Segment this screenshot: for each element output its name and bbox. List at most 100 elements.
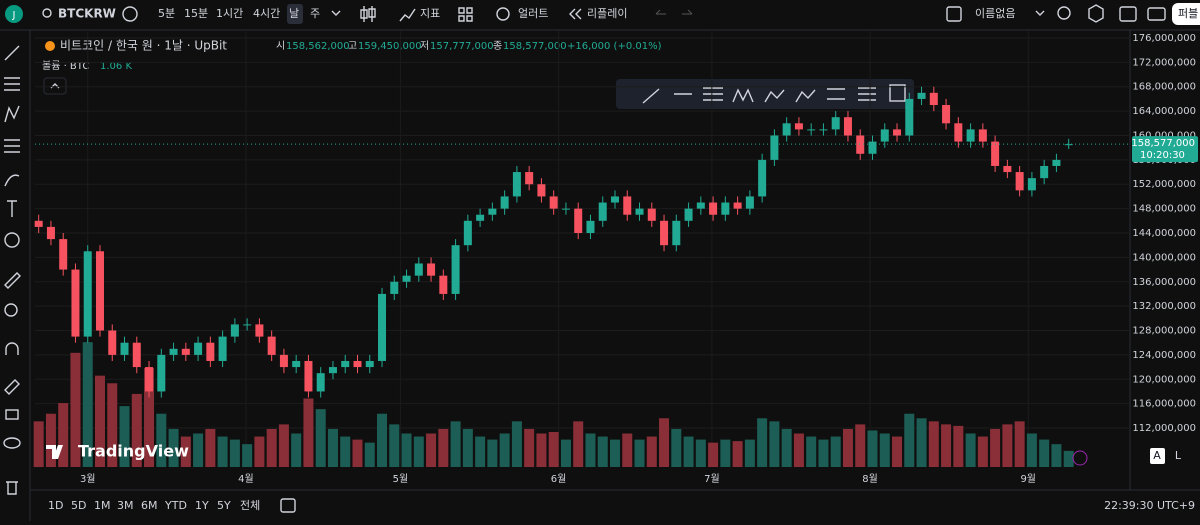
y-tick-label: 132,000,000 <box>1132 301 1196 312</box>
range[interactable]: YTD <box>164 499 187 512</box>
search-icon[interactable] <box>42 8 52 18</box>
layout-name[interactable]: 이름없음 <box>975 7 1015 20</box>
volume-bar <box>634 439 645 467</box>
range[interactable]: 6M <box>141 499 158 512</box>
alert[interactable]: 얼러트 <box>518 6 548 20</box>
zoom-tool[interactable] <box>4 303 18 317</box>
x-tick-label: 3월 <box>80 473 96 485</box>
lightning-button[interactable] <box>1072 450 1088 466</box>
interval[interactable]: 1시간 <box>216 7 243 20</box>
tool[interactable] <box>858 87 876 101</box>
watermark-logo <box>46 445 63 459</box>
change: +16,000 (+0.01%) <box>567 41 662 52</box>
candle-body <box>365 360 374 368</box>
auto-scale-button[interactable] <box>1150 448 1165 464</box>
candle-body <box>893 129 902 136</box>
range[interactable]: 1D <box>48 499 63 512</box>
volume-bar <box>818 439 829 467</box>
volume-bar <box>156 413 167 467</box>
candle-body <box>684 208 693 221</box>
magnet-tool[interactable] <box>5 342 19 355</box>
quick-search[interactable] <box>1057 6 1071 20</box>
fullscreen[interactable] <box>1119 6 1137 22</box>
volume-bar <box>303 398 314 467</box>
floating-tools[interactable] <box>642 84 906 104</box>
candle-body <box>169 348 178 355</box>
range[interactable]: 5Y <box>217 499 231 512</box>
text-tool[interactable] <box>7 200 17 217</box>
candle-body <box>868 141 877 154</box>
interval[interactable]: 날 <box>289 7 299 20</box>
candle-body <box>120 342 129 355</box>
tool[interactable] <box>827 88 845 100</box>
brush-tool[interactable] <box>4 174 20 187</box>
add-symbol[interactable] <box>122 6 138 22</box>
interval-menu[interactable] <box>331 10 341 16</box>
layout-icon[interactable] <box>946 6 962 22</box>
volume-bar <box>560 439 571 467</box>
range[interactable]: 1M <box>94 499 111 512</box>
lock-tool[interactable] <box>5 409 19 420</box>
tool[interactable] <box>764 89 785 103</box>
candle-body <box>181 348 190 355</box>
indicators[interactable]: 지표 <box>420 7 440 20</box>
publish[interactable]: 퍼블 <box>1178 7 1198 20</box>
tool[interactable] <box>703 87 723 101</box>
alert-icon[interactable] <box>496 7 510 21</box>
volume-bar <box>1002 424 1013 467</box>
volume-bar <box>977 436 988 467</box>
settings[interactable] <box>1088 4 1104 23</box>
trend-line-tool[interactable] <box>4 45 20 61</box>
volume-bar <box>622 433 633 467</box>
publish-button[interactable] <box>1172 3 1200 25</box>
delete-tool[interactable] <box>6 481 18 495</box>
tool[interactable] <box>732 88 754 103</box>
range[interactable]: 3M <box>117 499 134 512</box>
scale-button[interactable]: A <box>1153 449 1161 462</box>
volume-bar <box>830 436 841 467</box>
volume-bar <box>548 431 559 467</box>
candle-body <box>255 324 264 337</box>
tool[interactable] <box>642 88 660 104</box>
collapse-legend[interactable] <box>43 77 67 95</box>
snapshot[interactable] <box>1147 7 1166 21</box>
layout-menu[interactable] <box>1035 10 1045 16</box>
interval[interactable]: 4시간 <box>253 7 280 20</box>
chart-type-icon[interactable] <box>360 6 376 22</box>
ruler-tool[interactable] <box>4 272 21 289</box>
emoji-tool[interactable] <box>4 232 20 248</box>
pattern-tool[interactable] <box>4 105 20 123</box>
symbol[interactable]: BTCKRW <box>58 7 116 21</box>
interval[interactable]: 5분 <box>158 7 175 20</box>
scale-button[interactable]: L <box>1175 449 1182 462</box>
avatar[interactable] <box>5 5 23 23</box>
drawing-tools[interactable] <box>3 45 21 495</box>
indicator-icon[interactable] <box>399 8 416 22</box>
range[interactable]: 5D <box>71 499 86 512</box>
undo-redo[interactable] <box>655 9 693 15</box>
volume-bar <box>904 413 915 467</box>
candle-body <box>414 263 423 276</box>
candle-body <box>733 202 742 209</box>
lock-draw-tool[interactable] <box>4 379 20 395</box>
volume-bar <box>1051 444 1062 467</box>
candle-body <box>316 373 325 392</box>
interval[interactable]: 15분 <box>184 7 208 20</box>
candle-body <box>218 336 227 361</box>
replay-icon[interactable] <box>569 8 582 20</box>
interval[interactable]: 주 <box>310 7 320 20</box>
range[interactable]: 1Y <box>195 499 209 512</box>
goto-date[interactable] <box>280 498 296 513</box>
candle-body <box>623 196 632 215</box>
tool[interactable] <box>889 84 906 102</box>
volume-bar <box>659 418 670 467</box>
hide-tool[interactable] <box>3 437 21 449</box>
replay[interactable]: 리플레이 <box>587 7 627 20</box>
forecast-tool[interactable] <box>4 139 20 153</box>
range[interactable]: 전체 <box>240 499 260 512</box>
templates-icon[interactable] <box>458 7 473 22</box>
y-tick-label: 176,000,000 <box>1132 33 1196 44</box>
candle-body <box>390 281 399 294</box>
fib-tool[interactable] <box>4 77 20 91</box>
tool[interactable] <box>795 89 816 103</box>
